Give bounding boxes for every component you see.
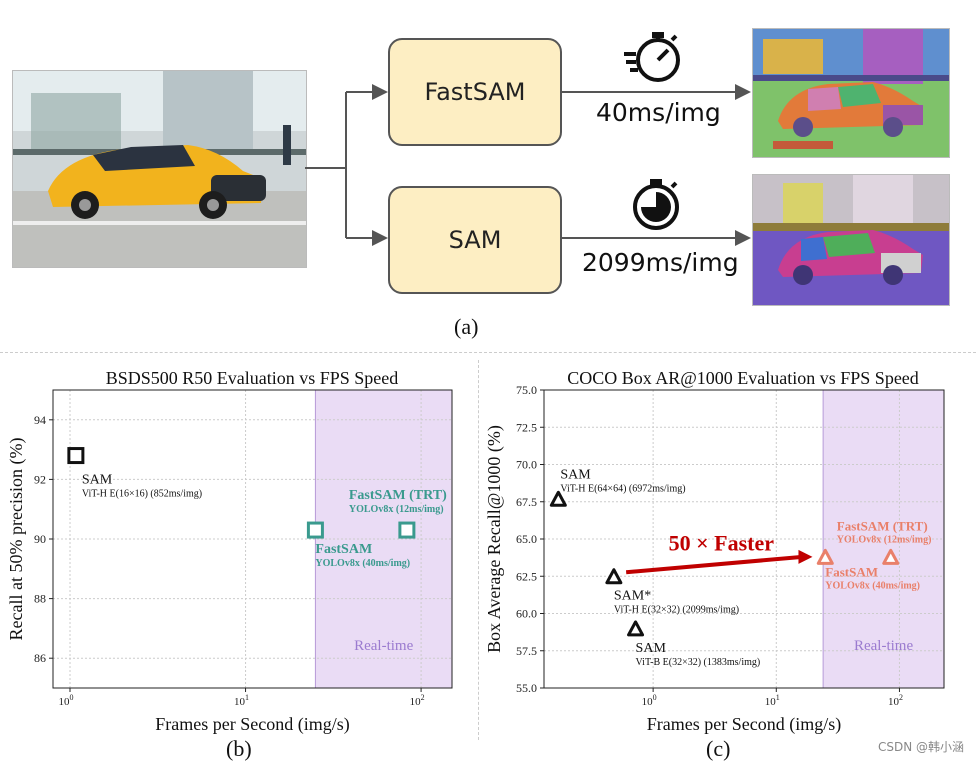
x-tick-label: 100 bbox=[59, 693, 74, 708]
y-tick-label: 75.0 bbox=[516, 383, 537, 397]
x-tick-label: 100 bbox=[642, 693, 657, 708]
caption-c: (c) bbox=[706, 736, 731, 761]
section-divider bbox=[0, 352, 976, 353]
x-tick-label: 101 bbox=[234, 693, 249, 708]
point-name-label: FastSAM (TRT) bbox=[349, 488, 447, 503]
point-name-label: SAM* bbox=[614, 589, 651, 604]
caption-b: (b) bbox=[226, 736, 252, 761]
fast-stopwatch-icon bbox=[624, 32, 680, 82]
data-point-triangle bbox=[627, 620, 645, 637]
y-tick-label: 88 bbox=[34, 592, 46, 606]
chart-title: COCO Box AR@1000 Evaluation vs FPS Speed bbox=[567, 368, 919, 388]
y-tick-label: 62.5 bbox=[516, 569, 537, 583]
x-axis-label: Frames per Second (img/s) bbox=[647, 714, 841, 735]
data-point-square bbox=[306, 521, 324, 539]
data-point-triangle bbox=[882, 548, 900, 565]
bsds-recall-chart: Real-time 86 88 90 92 94 100 101 102 BSDS500 R50 … bbox=[6, 368, 453, 735]
y-tick-label: 90 bbox=[34, 532, 46, 546]
realtime-label: Real-time bbox=[854, 638, 913, 654]
y-tick-label: 94 bbox=[34, 413, 46, 427]
point-name-label: FastSAM (TRT) bbox=[837, 518, 928, 533]
fastsam-label: FastSAM bbox=[424, 78, 526, 106]
point-detail-label: ViT-H E(64×64) (6972ms/img) bbox=[560, 483, 685, 494]
data-point-triangle bbox=[605, 568, 623, 585]
point-detail-label: YOLOv8x (40ms/img) bbox=[315, 558, 410, 569]
sam-output-photo bbox=[752, 174, 950, 306]
y-tick-label: 72.5 bbox=[516, 420, 537, 434]
flow-arrows bbox=[305, 84, 751, 246]
chart-title: BSDS500 R50 Evaluation vs FPS Speed bbox=[106, 368, 399, 388]
y-axis-label: Recall at 50% precision (%) bbox=[6, 438, 27, 641]
y-tick-label: 55.0 bbox=[516, 681, 537, 695]
y-tick-label: 60.0 bbox=[516, 607, 537, 621]
data-point-square bbox=[67, 447, 85, 465]
panel-divider bbox=[478, 360, 479, 740]
point-detail-label: ViT-H E(16×16) (852ms/img) bbox=[82, 489, 202, 500]
speedup-arrowhead bbox=[798, 549, 813, 564]
point-detail-label: YOLOv8x (12ms/img) bbox=[349, 504, 444, 515]
fastsam-method-box: FastSAM bbox=[388, 38, 562, 146]
point-name-label: FastSAM bbox=[315, 542, 372, 557]
point-name-label: SAM bbox=[636, 641, 667, 656]
point-name-label: FastSAM bbox=[825, 564, 878, 579]
point-detail-label: YOLOv8x (12ms/img) bbox=[837, 534, 932, 545]
speedup-label: 50 × Faster bbox=[669, 530, 775, 555]
x-tick-label: 101 bbox=[765, 693, 780, 708]
y-tick-label: 70.0 bbox=[516, 458, 537, 472]
x-axis-label: Frames per Second (img/s) bbox=[155, 714, 349, 735]
slow-stopwatch-icon bbox=[633, 179, 679, 230]
coco-ar-chart: Real-time 55.0 57.5 60.0 62.5 65.0 67.5 70.0 72.… bbox=[484, 368, 945, 735]
point-detail-label: ViT-H E(32×32) (2099ms/img) bbox=[614, 605, 739, 616]
sam-speed: 2099ms/img bbox=[582, 248, 739, 277]
watermark: CSDN @韩小涵 bbox=[877, 740, 964, 754]
data-point-square bbox=[398, 521, 416, 539]
y-tick-label: 86 bbox=[34, 651, 46, 665]
y-tick-label: 57.5 bbox=[516, 644, 537, 658]
fastsam-output-photo bbox=[752, 28, 950, 158]
speedup-arrow bbox=[625, 554, 803, 575]
x-tick-label: 102 bbox=[888, 693, 903, 708]
y-axis-label: Box Average Recall@1000 (%) bbox=[484, 425, 505, 653]
input-car-photo bbox=[12, 70, 307, 268]
y-tick-label: 67.5 bbox=[516, 495, 537, 509]
point-name-label: SAM bbox=[82, 473, 113, 488]
point-detail-label: YOLOv8x (40ms/img) bbox=[825, 580, 920, 591]
sam-label: SAM bbox=[448, 226, 502, 254]
sam-method-box: SAM bbox=[388, 186, 562, 294]
x-tick-label: 102 bbox=[410, 693, 425, 708]
data-point-triangle bbox=[549, 490, 567, 507]
data-point-triangle bbox=[816, 548, 834, 565]
caption-a: (a) bbox=[454, 314, 479, 339]
y-tick-label: 65.0 bbox=[516, 532, 537, 546]
point-name-label: SAM bbox=[560, 467, 591, 482]
realtime-label: Real-time bbox=[354, 638, 413, 654]
realtime-region bbox=[822, 389, 945, 689]
fastsam-speed: 40ms/img bbox=[596, 98, 721, 127]
y-tick-label: 92 bbox=[34, 472, 46, 486]
point-detail-label: ViT-B E(32×32) (1383ms/img) bbox=[636, 657, 761, 668]
